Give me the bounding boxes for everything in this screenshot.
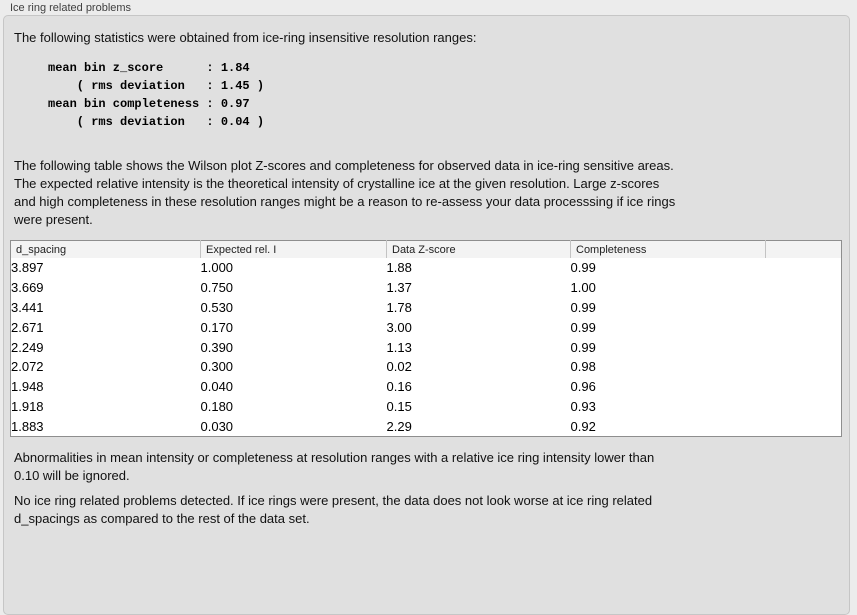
- table-row[interactable]: 3.669 0.750 1.37 1.00: [11, 280, 596, 296]
- table-row[interactable]: 1.948 0.040 0.16 0.96: [11, 379, 596, 395]
- ignore-note-text: Abnormalities in mean intensity or compl…: [14, 450, 655, 484]
- col-header-empty: [765, 240, 842, 258]
- table-header: d_spacing Expected rel. I Data Z-score C…: [10, 240, 842, 258]
- col-header-data-zscore[interactable]: Data Z-score: [386, 240, 571, 258]
- conclusion-text: No ice ring related problems detected. I…: [14, 493, 653, 527]
- table-row[interactable]: 1.883 0.030 2.29 0.92: [11, 418, 596, 434]
- col-header-d-spacing[interactable]: d_spacing: [10, 240, 201, 258]
- table-row[interactable]: 3.897 1.000 1.88 0.99: [11, 260, 596, 276]
- table-row[interactable]: 3.441 0.530 1.78 0.99: [11, 299, 596, 315]
- description-text: The following table shows the Wilson plo…: [14, 158, 676, 227]
- table-row[interactable]: 2.249 0.390 1.13 0.99: [11, 339, 596, 355]
- col-header-completeness[interactable]: Completeness: [570, 240, 766, 258]
- col-header-expected-i[interactable]: Expected rel. I: [200, 240, 387, 258]
- statistics-block: mean bin z_score : 1.84 ( rms deviation …: [48, 61, 265, 129]
- ice-ring-panel: The following statistics were obtained f…: [3, 15, 850, 615]
- table-row[interactable]: 2.072 0.300 0.02 0.98: [11, 359, 596, 375]
- panel-title: Ice ring related problems: [10, 2, 132, 14]
- table-row[interactable]: 1.918 0.180 0.15 0.93: [11, 398, 596, 414]
- table-body: 3.897 1.000 1.88 0.99 3.669 0.750 1.37 1…: [11, 258, 842, 437]
- table-row[interactable]: 2.671 0.170 3.00 0.99: [11, 319, 596, 335]
- intro-text: The following statistics were obtained f…: [14, 30, 477, 45]
- ice-ring-table: d_spacing Expected rel. I Data Z-score C…: [10, 240, 842, 438]
